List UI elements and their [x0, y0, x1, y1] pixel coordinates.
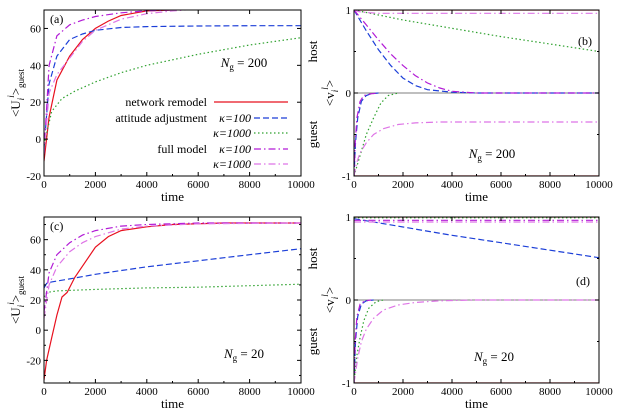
series-line-attitude-100 [44, 248, 301, 289]
series-line-full-100-host [354, 10, 599, 94]
series-line-full-100 [44, 222, 301, 313]
x-tick-label: 8000 [239, 386, 262, 398]
x-tick-label: 0 [41, 179, 47, 191]
x-tick-label: 2000 [84, 179, 107, 191]
series-line-network-remodel [44, 222, 301, 381]
series-line-full-100-guest [354, 92, 379, 176]
x-tick-label: 4000 [441, 386, 464, 398]
series-line-full-100-guest [354, 299, 372, 383]
series-line-attitude-1000-host [354, 10, 599, 53]
x-tick-label: 6000 [490, 179, 513, 191]
legend-kappa: κ=1000 [213, 126, 251, 140]
x-tick-label: 2000 [392, 179, 415, 191]
y-tick-label: 1 [346, 5, 352, 17]
y-tick-label: -1 [342, 171, 351, 183]
x-tick-label: 2000 [392, 386, 415, 398]
y-tick-label: -20 [26, 171, 41, 183]
y-tick-label: 60 [30, 23, 42, 35]
panel-tag: (c) [50, 219, 63, 233]
y-tick-label: 0 [346, 88, 352, 100]
panel-c: 0 2000 4000 6000 8000 10000 -20 0 20 40 60 time <Uii… [6, 216, 315, 411]
series-line-full-1000-guest [354, 299, 599, 383]
y-tick-label: 40 [30, 60, 42, 72]
host-side-label: host [305, 40, 320, 62]
panel-b: 0 2000 4000 6000 8000 10000-101time<vil>hostg… [305, 5, 613, 204]
y-tick-label: 60 [30, 235, 42, 247]
x-tick-label: 10000 [287, 386, 315, 398]
ng-annotation: Ng = 20 [223, 346, 264, 363]
x-tick-label: 2000 [84, 386, 107, 398]
y-axis-label: <vil> [320, 287, 340, 313]
legend-label: attitude adjustment [115, 111, 207, 125]
y-tick-label: 20 [30, 97, 42, 109]
x-tick-label: 8000 [239, 179, 262, 191]
legend-kappa: κ=100 [219, 142, 251, 156]
x-axis-label: time [465, 396, 488, 411]
x-tick-label: 0 [41, 386, 47, 398]
ng-annotation: Ng = 200 [220, 55, 268, 72]
y-tick-label: 20 [30, 295, 42, 307]
panel-a: 0 2000 4000 6000 8000 10000-200204060time<Uii… [6, 9, 315, 204]
series-line-full-1000 [44, 222, 301, 319]
series-group [44, 10, 301, 162]
series-line-attitude-1000-guest [354, 299, 384, 383]
series-line-attitude-100-guest [354, 92, 379, 176]
x-axis-label: time [161, 396, 184, 411]
y-tick-label: 0 [346, 295, 352, 307]
x-tick-label: 6000 [187, 179, 210, 191]
panel-tag: (a) [50, 12, 63, 26]
x-tick-label: 4000 [136, 386, 159, 398]
x-axis-label: time [465, 189, 488, 204]
series-line-full-1000 [44, 10, 194, 154]
series-line-full-100 [44, 10, 190, 154]
series-line-full-1000-guest [354, 121, 599, 176]
x-tick-label: 0 [351, 179, 357, 191]
y-tick-label: 40 [30, 265, 42, 277]
series-line-attitude-100-guest [354, 299, 374, 383]
series-line-attitude-1000-guest [354, 92, 399, 176]
ng-annotation: Ng = 20 [473, 349, 514, 366]
x-tick-label: 6000 [187, 386, 210, 398]
series-line-network-remodel [44, 10, 190, 162]
series-group [44, 222, 301, 381]
y-tick-label: -20 [26, 355, 41, 367]
y-tick-label: -1 [342, 378, 351, 390]
legend-label: network remodel [125, 95, 207, 109]
series-line-attitude-100 [44, 25, 301, 149]
x-tick-label: 8000 [539, 179, 562, 191]
y-tick-label: 1 [346, 212, 352, 224]
x-tick-label: 6000 [490, 386, 513, 398]
x-tick-label: 10000 [287, 179, 315, 191]
series-line-attitude-100-host [354, 10, 599, 94]
x-tick-label: 8000 [539, 386, 562, 398]
series-line-attitude-1000 [44, 283, 301, 298]
guest-side-label: guest [305, 327, 320, 355]
x-tick-label: 4000 [441, 179, 464, 191]
ng-annotation: Ng = 200 [468, 146, 516, 163]
series-line-attitude-1000 [44, 37, 301, 145]
guest-side-label: guest [305, 120, 320, 148]
y-axis-label: <Uii>guest [6, 275, 26, 324]
legend-kappa: κ=1000 [213, 157, 251, 171]
panel-tag: (b) [578, 34, 592, 48]
y-tick-label: 0 [36, 134, 42, 146]
x-tick-label: 10000 [585, 386, 613, 398]
y-axis-label: <vil> [320, 80, 340, 106]
legend-label: full model [157, 142, 207, 156]
panel-tag: (d) [576, 274, 590, 288]
series-group [354, 217, 599, 383]
series-line-attitude-100-host [354, 218, 599, 259]
host-side-label: host [305, 247, 320, 269]
legend-kappa: κ=100 [219, 111, 251, 125]
y-tick-label: 0 [36, 325, 42, 337]
x-axis-label: time [161, 189, 184, 204]
y-axis-label: <Uii>guest [6, 68, 26, 117]
panel-d: 0 2000 4000 6000 8000 10000-101time<vil>hostg… [305, 212, 613, 411]
x-tick-label: 4000 [136, 179, 159, 191]
x-tick-label: 10000 [585, 179, 613, 191]
x-tick-label: 0 [351, 386, 357, 398]
